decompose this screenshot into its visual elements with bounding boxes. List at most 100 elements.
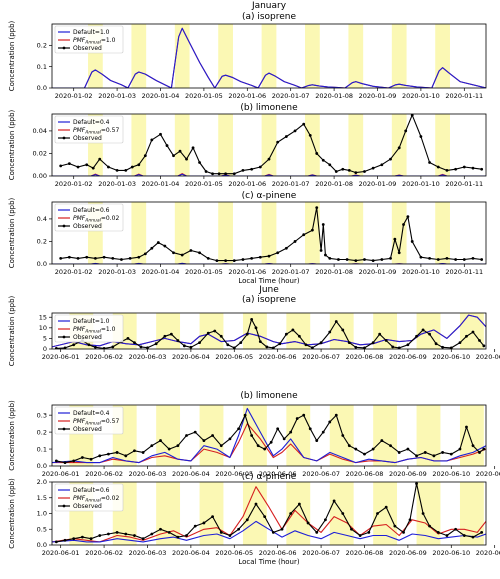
daytime-band: [218, 202, 233, 264]
observed-point: [111, 345, 115, 349]
legend-box: [54, 25, 124, 54]
observed-point: [115, 168, 119, 172]
observed-point: [371, 259, 375, 263]
observed-point: [85, 255, 89, 259]
x-tick-label: 2020-06-08: [346, 353, 384, 361]
observed-point: [126, 337, 130, 340]
x-tick-label: 2020-06-02: [85, 470, 123, 478]
observed-point: [120, 258, 123, 261]
x-tick-label: 2020-01-06: [228, 92, 266, 100]
observed-point: [471, 535, 475, 539]
observed-point: [54, 459, 58, 463]
y-tick-label: 15: [39, 313, 47, 321]
daytime-band: [348, 114, 364, 176]
observed-point: [445, 168, 449, 172]
daytime-band: [174, 24, 190, 88]
observed-point: [232, 346, 236, 349]
observed-point: [408, 518, 412, 522]
daytime-band: [416, 313, 441, 349]
daytime-band: [156, 313, 181, 349]
observed-point: [232, 259, 236, 263]
observed-point: [63, 538, 67, 542]
daytime-band: [261, 114, 277, 176]
observed-point: [87, 343, 91, 347]
observed-point: [354, 171, 358, 175]
observed-point: [256, 444, 260, 448]
observed-point: [159, 439, 162, 442]
x-tick-label: 2020-01-04: [142, 268, 180, 276]
observed-point: [358, 534, 362, 537]
observed-point: [245, 332, 249, 336]
observed-point: [176, 339, 180, 342]
observed-point: [445, 534, 449, 537]
observed-point: [258, 255, 262, 259]
panel-title: (b) limonene: [240, 391, 298, 401]
observed-point: [80, 456, 84, 459]
x-tick-label: 2020-01-03: [98, 180, 136, 188]
observed-point: [350, 527, 353, 531]
x-tick-label: 2020-01-02: [55, 268, 93, 276]
observed-point: [133, 449, 136, 453]
observed-point: [211, 434, 214, 437]
x-axis-label: Local Time (hour): [238, 558, 299, 566]
observed-point: [315, 439, 319, 442]
x-tick-label: 2020-06-05: [215, 353, 253, 361]
observed-point: [393, 237, 397, 241]
observed-point: [178, 149, 182, 153]
legend-marker: [62, 335, 66, 339]
observed-point: [334, 413, 338, 417]
x-tick-label: 2020-01-07: [272, 268, 310, 276]
observed-point: [258, 340, 262, 343]
observed-point: [215, 259, 219, 263]
observed-point: [185, 434, 188, 437]
legend-label: PMFAnnual=1.0: [73, 37, 116, 46]
observed-point: [324, 253, 327, 257]
observed-point: [189, 249, 193, 252]
observed-point: [410, 240, 414, 243]
observed-point: [284, 246, 288, 250]
observed-point: [76, 165, 80, 169]
observed-point: [410, 114, 414, 117]
observed-point: [315, 531, 319, 534]
daytime-band: [218, 114, 233, 176]
axes-frame: [51, 404, 487, 467]
y-axis-label: Concentration (ppb): [8, 478, 16, 549]
observed-point: [471, 256, 475, 260]
axes-frame: [51, 201, 487, 265]
daytime-band: [348, 202, 364, 264]
x-tick-label: 2020-01-10: [402, 268, 440, 276]
observed-point: [202, 521, 206, 525]
observed-point: [217, 172, 221, 176]
observed-point: [384, 505, 388, 509]
legend-label: Observed: [73, 503, 102, 510]
observed-point: [284, 332, 288, 336]
observed-point: [328, 256, 332, 260]
observed-point: [228, 437, 232, 441]
observed-point: [428, 256, 431, 260]
observed-point: [67, 255, 71, 259]
x-tick-label: 2020-06-04: [172, 549, 210, 557]
observed-point: [289, 430, 293, 434]
x-tick-label: 2020-01-08: [315, 180, 353, 188]
observed-point: [72, 459, 76, 463]
x-tick-label: 2020-01-03: [98, 268, 136, 276]
observed-point: [202, 439, 206, 442]
observed-point: [389, 444, 392, 448]
observed-point: [354, 345, 358, 349]
observed-point: [302, 233, 306, 237]
observed-point: [384, 339, 388, 342]
x-tick-label: 2020-06-05: [215, 549, 253, 557]
observed-point: [402, 531, 405, 534]
legend-box: [54, 406, 124, 435]
observed-point: [237, 527, 241, 531]
observed-point: [306, 521, 310, 525]
x-tick-label: 2020-06-11: [476, 353, 500, 361]
observed-point: [311, 346, 314, 349]
observed-point: [124, 168, 128, 172]
daytime-band: [199, 313, 224, 349]
x-tick-label: 2020-06-03: [129, 353, 167, 361]
legend-label: Observed: [73, 45, 102, 52]
observed-point: [347, 341, 351, 345]
